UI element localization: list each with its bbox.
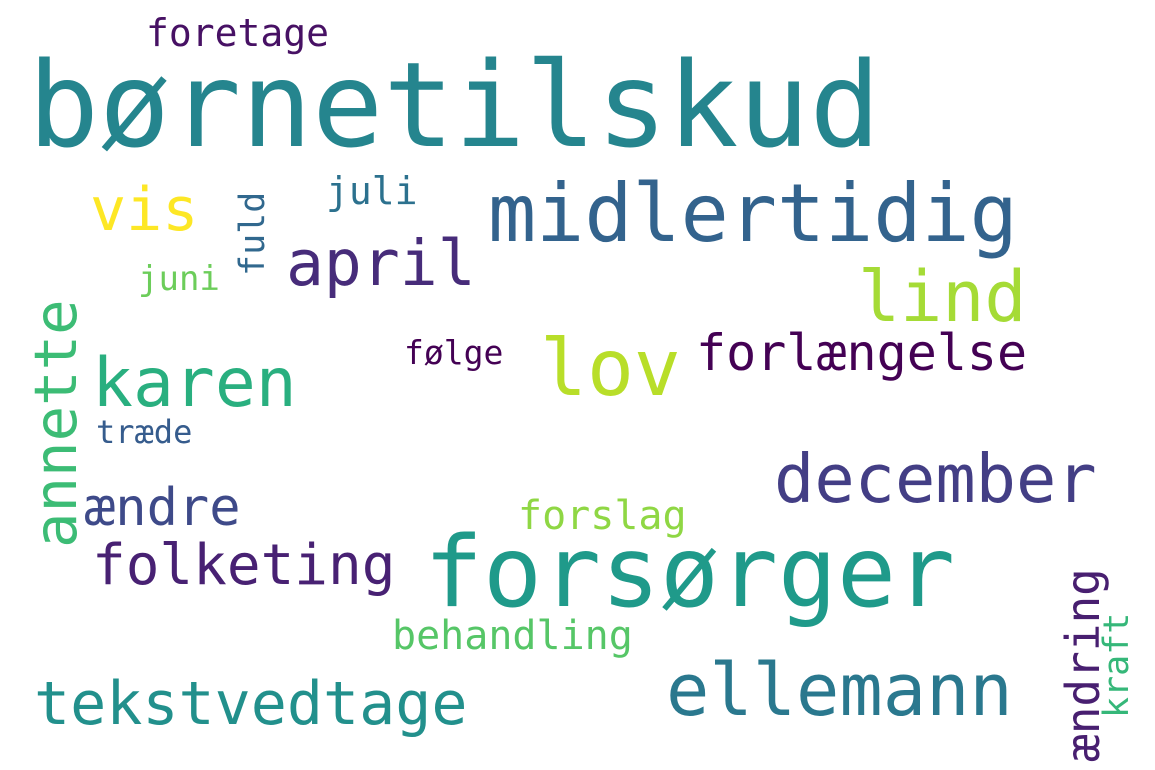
word-forlaengelse: forlængelse [696, 324, 1028, 382]
word-aendre: ændre [84, 478, 241, 538]
word-foretage: foretage [146, 11, 330, 55]
word-ellemann: ellemann [666, 648, 1013, 732]
word-forslag: forslag [518, 493, 687, 539]
word-fuld: fuld [233, 191, 273, 276]
word-karen: karen [92, 344, 297, 423]
word-december: december [774, 440, 1097, 518]
word-april: april [286, 227, 476, 300]
word-vis: vis [90, 175, 199, 245]
word-behandling: behandling [392, 613, 633, 659]
word-midlertidig: midlertidig [488, 167, 1018, 260]
word-annette: annette [21, 299, 90, 548]
word-folge: følge [404, 333, 504, 372]
word-lind: lind [858, 256, 1027, 338]
word-juli: juli [326, 169, 418, 213]
word-folketing: folketing [92, 533, 396, 598]
word-juni: juni [138, 259, 220, 299]
word-lov: lov [540, 324, 681, 414]
word-bornetilskud: børnetilskud [28, 36, 881, 174]
word-kraft: kraft [1097, 612, 1137, 718]
word-traede: træde [96, 413, 193, 451]
word-forsorger: forsørger [424, 516, 956, 630]
word-tekstvedtage: tekstvedtage [34, 669, 468, 739]
